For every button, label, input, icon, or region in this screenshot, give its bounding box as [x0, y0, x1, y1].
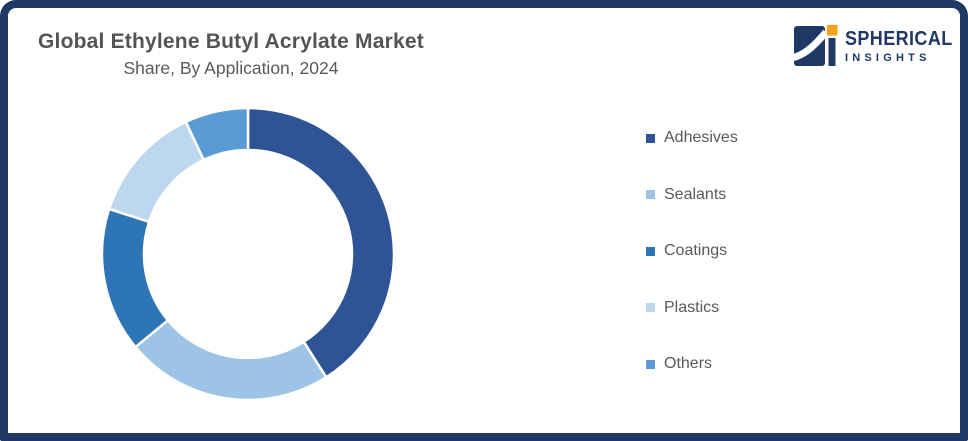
legend-marker-coatings: [646, 246, 655, 256]
donut-slice-sealants: [134, 319, 328, 402]
brand-name: SPHERICAL: [845, 26, 953, 49]
brand-logo-text: SPHERICAL INSIGHTS: [845, 27, 953, 66]
chart-subtitle: Share, By Application, 2024: [123, 58, 339, 78]
brand-logo: SPHERICAL INSIGHTS: [794, 25, 953, 67]
donut-chart: [88, 94, 408, 414]
legend-label: Sealants: [664, 185, 727, 203]
legend-label: Adhesives: [664, 129, 738, 146]
chart-header: Global Ethylene Butyl Acrylate Market Sh…: [38, 28, 424, 81]
donut-slice-others: [184, 106, 250, 162]
legend-item-adhesives: Adhesives: [646, 128, 738, 148]
spherical-insights-logo-icon: [794, 25, 838, 66]
donut-slice-coatings: [100, 207, 170, 349]
chart-title: Global Ethylene Butyl Acrylate Market: [38, 30, 424, 53]
legend-marker-others: [646, 359, 655, 369]
legend-marker-adhesives: [646, 133, 655, 143]
legend-label: Coatings: [664, 242, 728, 259]
legend-marker-plastics: [646, 303, 655, 312]
legend-label: Others: [664, 355, 713, 372]
legend-item-plastics: Plastics: [646, 298, 738, 318]
legend-item-sealants: Sealants: [646, 185, 738, 205]
legend-item-coatings: Coatings: [646, 241, 738, 261]
donut-slice-plastics: [107, 120, 205, 224]
legend-label: Plastics: [664, 298, 720, 316]
chart-legend: Adhesives Sealants Coatings Plastics Others: [646, 128, 738, 374]
legend-item-others: Others: [646, 354, 738, 374]
brand-name-secondary: INSIGHTS: [845, 51, 931, 64]
donut-slice-adhesives: [246, 106, 396, 379]
legend-marker-sealants: [646, 190, 655, 199]
